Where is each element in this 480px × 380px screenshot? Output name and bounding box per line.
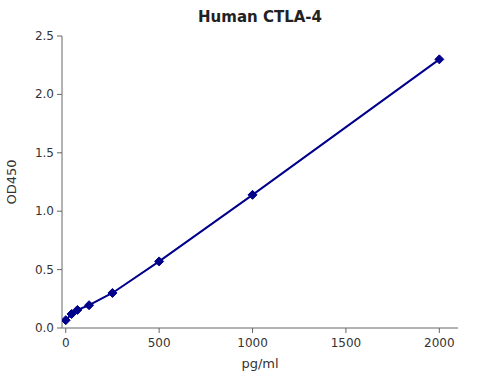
x-tick (345, 328, 346, 333)
plot-area (62, 55, 444, 325)
y-tick (57, 94, 62, 95)
y-tick-label: 2.0 (35, 87, 54, 101)
y-tick (57, 269, 62, 270)
chart-svg: 0 500 1000 1500 2000 0.0 0.5 1.0 1.5 2.0 2.5 Human … (0, 0, 480, 380)
y-tick-label: 2.5 (35, 29, 54, 43)
x-tick-label: 1000 (237, 336, 268, 350)
marker (248, 190, 257, 199)
y-tick-label: 1.5 (35, 146, 54, 160)
x-tick (252, 328, 253, 333)
y-ticks: 0.0 0.5 1.0 1.5 2.0 2.5 (35, 29, 62, 335)
marker (85, 301, 94, 310)
y-tick (57, 211, 62, 212)
marker (73, 305, 82, 314)
y-axis-label: OD450 (4, 159, 19, 204)
title: Human CTLA-4 (198, 8, 322, 26)
marker (155, 257, 164, 266)
x-axis-label: pg/ml (241, 356, 278, 371)
marker (435, 55, 444, 64)
x-tick-label: 2000 (424, 336, 455, 350)
x-tick-label: 0 (62, 336, 70, 350)
y-axis-line (62, 36, 63, 328)
background (0, 0, 480, 380)
line (66, 59, 440, 320)
chart-container: 0 500 1000 1500 2000 0.0 0.5 1.0 1.5 2.0 2.5 Human … (0, 0, 480, 380)
y-tick (57, 36, 62, 37)
marker (108, 288, 117, 297)
x-tick-label: 1500 (331, 336, 362, 350)
x-tick (439, 328, 440, 333)
x-tick-label: 500 (148, 336, 171, 350)
x-ticks: 0 500 1000 1500 2000 (62, 328, 455, 350)
y-tick-label: 0.5 (35, 263, 54, 277)
x-tick (65, 328, 66, 333)
y-tick-label: 0.0 (35, 321, 54, 335)
y-tick (57, 152, 62, 153)
x-axis-line (62, 328, 458, 329)
marker (62, 316, 70, 325)
y-tick-label: 1.0 (35, 204, 54, 218)
x-tick (159, 328, 160, 333)
y-tick (57, 328, 62, 329)
